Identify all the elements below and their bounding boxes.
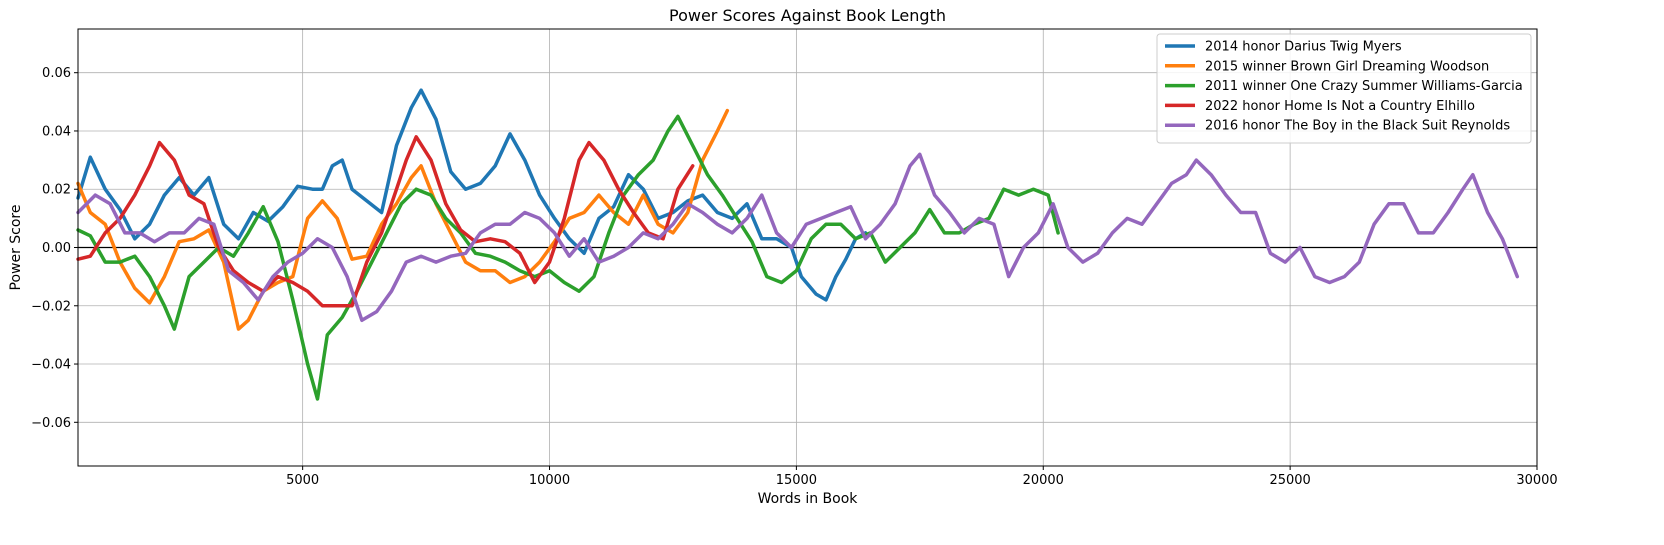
y-tick-label: 0.02: [42, 183, 71, 198]
x-tick-label: 25000: [1269, 473, 1310, 488]
series-line-4: [76, 135, 695, 308]
x-axis-title: Words in Book: [758, 491, 859, 507]
series-line-5: [76, 152, 1520, 323]
series-lines: [76, 88, 1520, 401]
axis-ticks: 5000 10000 15000 20000 25000 30000 −0.06 −0.04 −…: [31, 66, 1558, 488]
legend-label-4: 2022 honor Home Is Not a Country Elhillo: [1205, 99, 1475, 114]
y-tick-label: 0.00: [42, 241, 71, 256]
series-line-3: [76, 114, 1060, 401]
series-line-1: [76, 88, 868, 302]
y-tick-label: −0.02: [31, 299, 71, 314]
y-tick-label: 0.06: [42, 66, 71, 81]
legend-box: [1156, 33, 1532, 144]
x-tick-label: 20000: [1023, 473, 1064, 488]
x-tick-label: 30000: [1516, 473, 1557, 488]
y-tick-label: −0.06: [31, 416, 71, 431]
legend: 2014 honor Darius Twig Myers 2015 winner …: [1156, 33, 1532, 144]
y-tick-label: −0.04: [31, 358, 71, 373]
series-line-2: [76, 108, 730, 331]
y-tick-label: 0.04: [42, 124, 71, 139]
chart-title: Power Scores Against Book Length: [669, 6, 946, 25]
legend-label-1: 2014 honor Darius Twig Myers: [1205, 40, 1402, 55]
legend-label-3: 2011 winner One Crazy Summer Williams-Ga…: [1205, 79, 1523, 94]
legend-label-5: 2016 honor The Boy in the Black Suit Rey…: [1205, 119, 1510, 134]
x-tick-label: 5000: [286, 473, 319, 488]
legend-label-2: 2015 winner Brown Girl Dreaming Woodson: [1205, 59, 1489, 74]
x-tick-label: 15000: [776, 473, 817, 488]
y-axis-title: Power Score: [8, 205, 24, 291]
x-tick-label: 10000: [529, 473, 570, 488]
